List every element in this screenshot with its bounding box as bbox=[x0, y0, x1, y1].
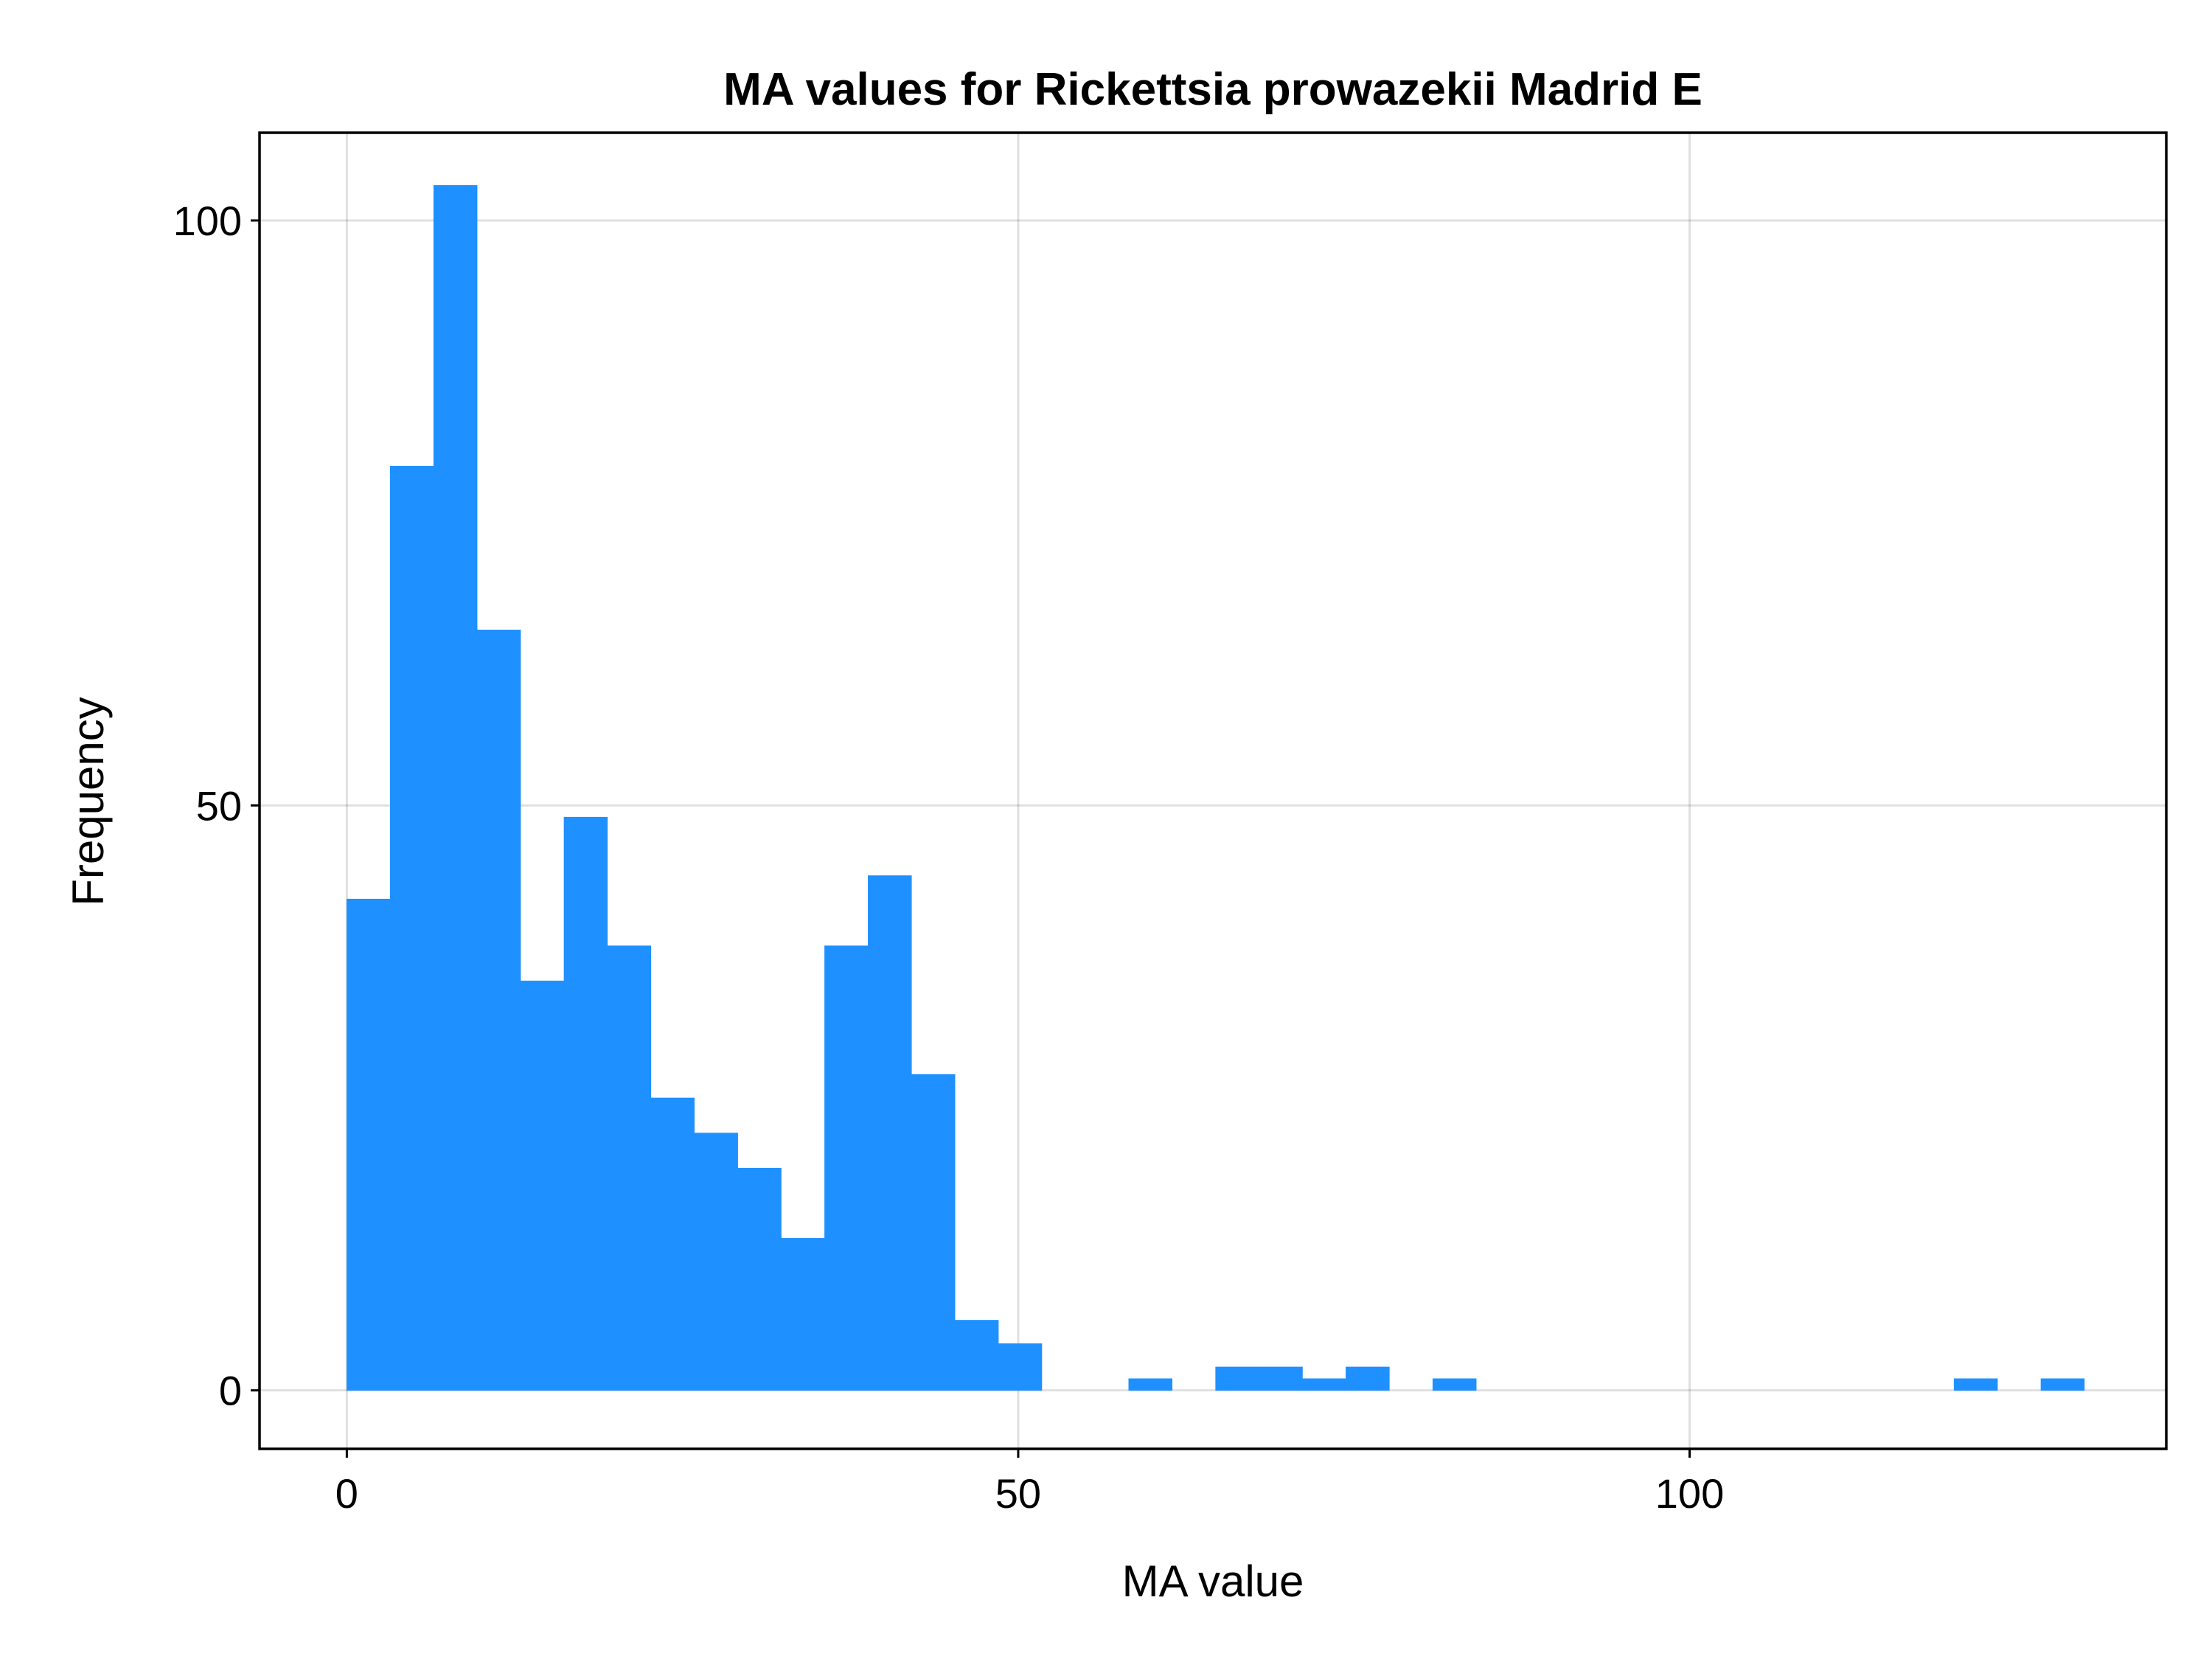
histogram-bar bbox=[1953, 1378, 1998, 1391]
histogram-bar bbox=[1432, 1378, 1477, 1391]
histogram-bar bbox=[1346, 1366, 1390, 1391]
histogram-bar bbox=[911, 1074, 956, 1391]
chart-title: MA values for Rickettsia prowazekii Madr… bbox=[723, 64, 1703, 115]
x-tick-label: 100 bbox=[1655, 1470, 1724, 1517]
histogram-bar bbox=[1302, 1378, 1346, 1391]
histogram-bar bbox=[824, 945, 869, 1391]
histogram-bar bbox=[347, 898, 391, 1391]
y-tick-label: 0 bbox=[219, 1368, 242, 1414]
axis-ticks: 0 50 100 0 50 100 bbox=[173, 198, 1725, 1517]
histogram-bar bbox=[389, 465, 434, 1391]
histogram-bar bbox=[1259, 1366, 1303, 1391]
histogram-bar bbox=[433, 185, 478, 1391]
histogram-bar bbox=[954, 1320, 999, 1391]
y-tick-label: 100 bbox=[173, 198, 242, 244]
histogram-bar bbox=[607, 945, 652, 1391]
histogram-bar bbox=[781, 1238, 825, 1391]
histogram-bar bbox=[563, 816, 608, 1391]
histogram-bar bbox=[868, 875, 912, 1391]
histogram-bar bbox=[650, 1097, 695, 1391]
histogram-bar bbox=[1215, 1366, 1259, 1391]
y-axis-label: Frequency bbox=[63, 697, 113, 905]
x-tick-label: 50 bbox=[995, 1470, 1041, 1517]
x-tick-label: 0 bbox=[335, 1470, 358, 1517]
histogram-bar bbox=[1128, 1378, 1173, 1391]
histogram-bar bbox=[694, 1133, 738, 1391]
histogram-bar bbox=[737, 1167, 782, 1391]
plot-frame bbox=[258, 131, 2168, 1450]
histogram-bars bbox=[347, 185, 2085, 1391]
histogram-bar bbox=[998, 1343, 1043, 1391]
x-axis-label: MA value bbox=[1122, 1557, 1304, 1606]
histogram-bar bbox=[520, 981, 565, 1391]
y-tick-label: 50 bbox=[196, 782, 242, 829]
histogram-bar bbox=[2040, 1378, 2085, 1391]
histogram-bar bbox=[476, 630, 521, 1391]
